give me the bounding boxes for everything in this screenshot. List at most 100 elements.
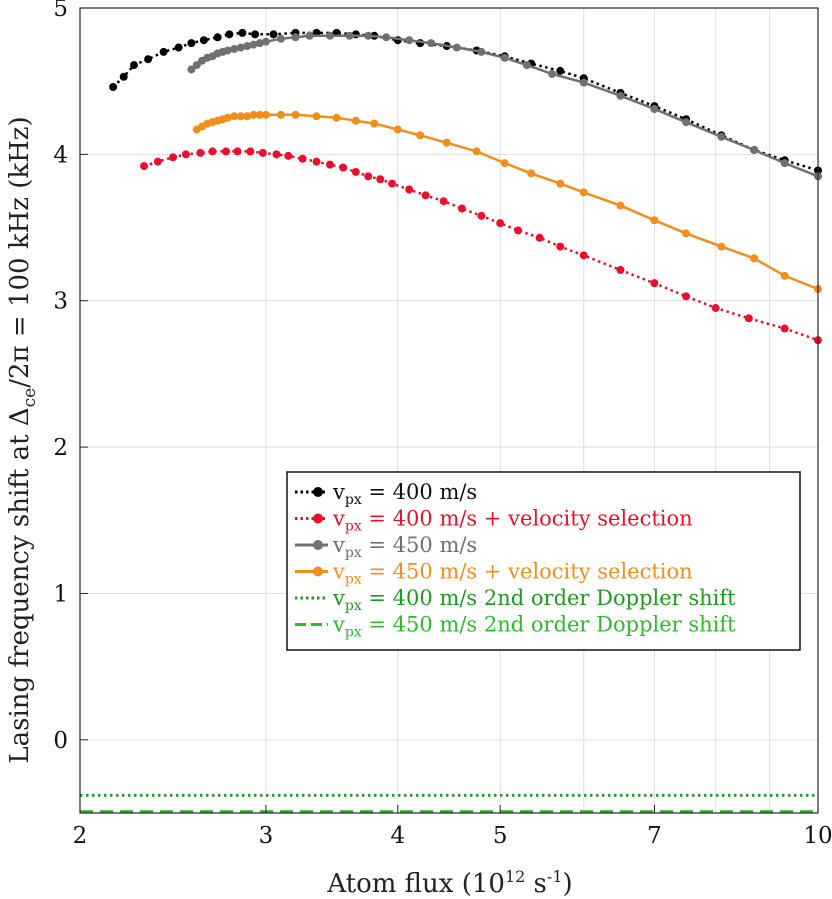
series-3-point — [276, 34, 285, 43]
series-3-point — [717, 132, 726, 141]
series-2-point — [711, 304, 720, 313]
y-axis-label-prefix: Lasing frequency shift at Δ — [5, 407, 35, 763]
series-2-point — [376, 175, 385, 184]
x-tick-label: 10 — [803, 823, 832, 849]
legend-label-1-text: = 400 m/s — [362, 480, 477, 504]
series-3-point — [187, 65, 196, 74]
tick-layer: 2 3 4 5 7 10 0 1 2 3 4 5 — [53, 0, 832, 849]
x-tick-label: 7 — [647, 823, 662, 849]
series-4-point — [255, 110, 264, 119]
series-1-point — [119, 72, 128, 81]
series-2-point — [388, 179, 397, 188]
legend-label-4-v: v — [332, 560, 345, 584]
series-3-point — [291, 33, 300, 42]
series-3 — [187, 31, 822, 181]
x-tick-label: 2 — [73, 823, 88, 849]
series-2-point — [616, 265, 625, 274]
series-3-point — [616, 91, 625, 100]
y-tick-label: 4 — [53, 142, 68, 168]
series-1-point — [556, 66, 565, 75]
legend-label-3-text: = 450 m/s — [362, 533, 477, 557]
series-3-point — [780, 159, 789, 168]
series-2-point — [457, 204, 466, 213]
legend-label-1-subscript: px — [345, 492, 362, 508]
series-3-point — [750, 145, 759, 154]
series-2-point — [284, 151, 293, 160]
legend-label-2-v: v — [332, 507, 345, 531]
x-axis-label-unit-exponent: -1 — [547, 867, 563, 886]
series-2-point — [140, 162, 149, 171]
series-1-point — [130, 61, 139, 70]
legend-marker-1 — [313, 487, 323, 497]
x-tick-label: 3 — [259, 823, 274, 849]
series-2-point — [780, 324, 789, 333]
series-4-point — [500, 159, 509, 168]
series-2-point — [364, 172, 373, 181]
series-3-point — [326, 31, 335, 40]
series-2-point — [421, 191, 430, 200]
series-1-point — [225, 30, 234, 39]
legend-label-6-text: = 450 m/s 2nd order Doppler shift — [362, 613, 736, 637]
series-1-point — [213, 33, 222, 42]
x-axis-label-exponent: 12 — [505, 867, 525, 886]
series-3-point — [579, 78, 588, 87]
series-4-point — [579, 188, 588, 197]
series-4-point — [370, 119, 379, 128]
legend-label-6: vpx = 450 m/s 2nd order Doppler shift — [332, 613, 736, 641]
series-4-point — [780, 271, 789, 280]
series-3-point — [477, 47, 486, 56]
series-2-point — [650, 279, 659, 288]
series-2-point — [339, 163, 348, 172]
series-2-point — [181, 150, 190, 159]
series-2-point — [246, 147, 255, 156]
series-1-point — [144, 55, 153, 64]
series-3-point — [500, 53, 509, 62]
series-2-point — [153, 157, 162, 166]
legend-label-4: vpx = 450 m/s + velocity selection — [332, 560, 693, 588]
series-2-point — [258, 148, 267, 157]
legend-label-5-v: v — [332, 586, 345, 610]
series-4-point — [472, 147, 481, 156]
series-2-point — [222, 147, 231, 156]
series-4-point — [527, 169, 536, 178]
series-1-point — [109, 83, 118, 92]
series-4-point — [416, 131, 425, 140]
series-2-point — [514, 226, 523, 235]
legend-marker-3 — [313, 540, 323, 550]
series-4-point — [616, 201, 625, 210]
series-3-point — [192, 61, 201, 70]
series-4-point — [650, 216, 659, 225]
legend-label-2: vpx = 400 m/s + velocity selection — [332, 507, 693, 535]
series-1-point — [269, 30, 278, 39]
legend-label-3-subscript: px — [345, 545, 362, 561]
series-2-point — [496, 219, 505, 228]
series-3-point — [364, 31, 373, 40]
series-1-point — [251, 30, 260, 39]
series-4-point — [230, 112, 239, 121]
series-3-point — [452, 43, 461, 52]
series-2-point — [312, 157, 321, 166]
legend-label-4-subscript: px — [345, 572, 362, 588]
series-3-point — [236, 43, 245, 52]
legend-label-5: vpx = 400 m/s 2nd order Doppler shift — [332, 586, 736, 614]
x-axis-label-unit: s — [525, 869, 547, 899]
series-4 — [192, 110, 822, 294]
legend-marker-4 — [313, 566, 323, 577]
series-3-point — [382, 33, 391, 42]
series-1-point — [159, 47, 168, 56]
plot-frame — [79, 7, 819, 814]
series-4-point — [332, 113, 341, 122]
series-4-point — [393, 125, 402, 134]
series-4-point — [351, 116, 360, 125]
series-4-point — [249, 110, 258, 119]
y-tick-label: 3 — [53, 289, 68, 315]
series-2 — [140, 147, 822, 345]
legend-label-4-text: = 450 m/s + velocity selection — [362, 560, 693, 584]
series-4-point — [442, 138, 451, 147]
y-tick-label: 5 — [53, 0, 68, 22]
x-axis-label: Atom flux (1012 s-1) — [326, 867, 572, 899]
series-3-point — [522, 61, 531, 70]
series-1-point — [238, 28, 247, 37]
y-axis-label-subscript: ce — [20, 388, 40, 408]
